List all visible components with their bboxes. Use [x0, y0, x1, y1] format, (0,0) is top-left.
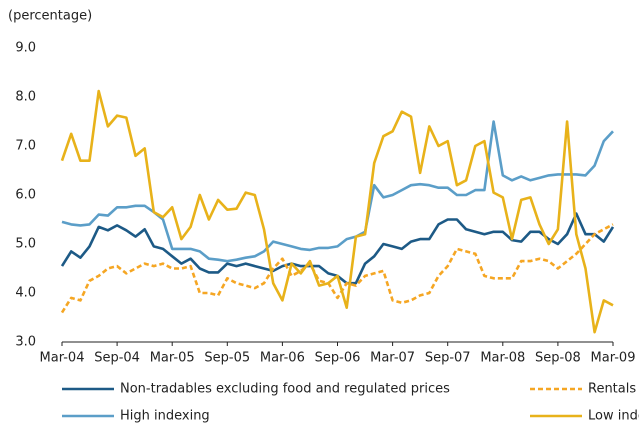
legend-label: Rentals	[588, 382, 636, 397]
y-tick-label: 8.0	[15, 90, 36, 105]
series-line	[60, 89, 614, 334]
x-tick-label: Mar-04	[40, 351, 85, 366]
y-axis-label: (percentage)	[8, 9, 92, 24]
y-tick-label: 5.0	[15, 237, 36, 252]
x-tick-label: Sep-06	[315, 351, 361, 366]
x-tick-label: Sep-05	[204, 351, 250, 366]
series-line	[61, 120, 614, 263]
x-tick-label: Sep-08	[535, 351, 581, 366]
x-tick-label: Mar-09	[591, 351, 636, 366]
y-tick-label: 9.0	[15, 41, 36, 56]
x-tick-label: Mar-08	[480, 351, 525, 366]
y-tick-label: 6.0	[15, 188, 36, 203]
legend-label: Low indexing	[588, 409, 639, 424]
y-tick-label: 7.0	[15, 139, 36, 154]
series-line	[60, 223, 614, 314]
series-line	[60, 212, 615, 285]
x-tick-label: Mar-06	[260, 351, 305, 366]
x-tick-label: Sep-04	[94, 351, 140, 366]
y-tick-label: 4.0	[15, 286, 36, 301]
legend-label: High indexing	[120, 409, 210, 424]
x-tick-label: Sep-07	[425, 351, 471, 366]
legend-label: Non-tradables excluding food and regulat…	[120, 382, 450, 397]
x-tick-label: Mar-05	[150, 351, 195, 366]
y-tick-label: 3.0	[15, 335, 36, 350]
x-tick-label: Mar-07	[370, 351, 415, 366]
